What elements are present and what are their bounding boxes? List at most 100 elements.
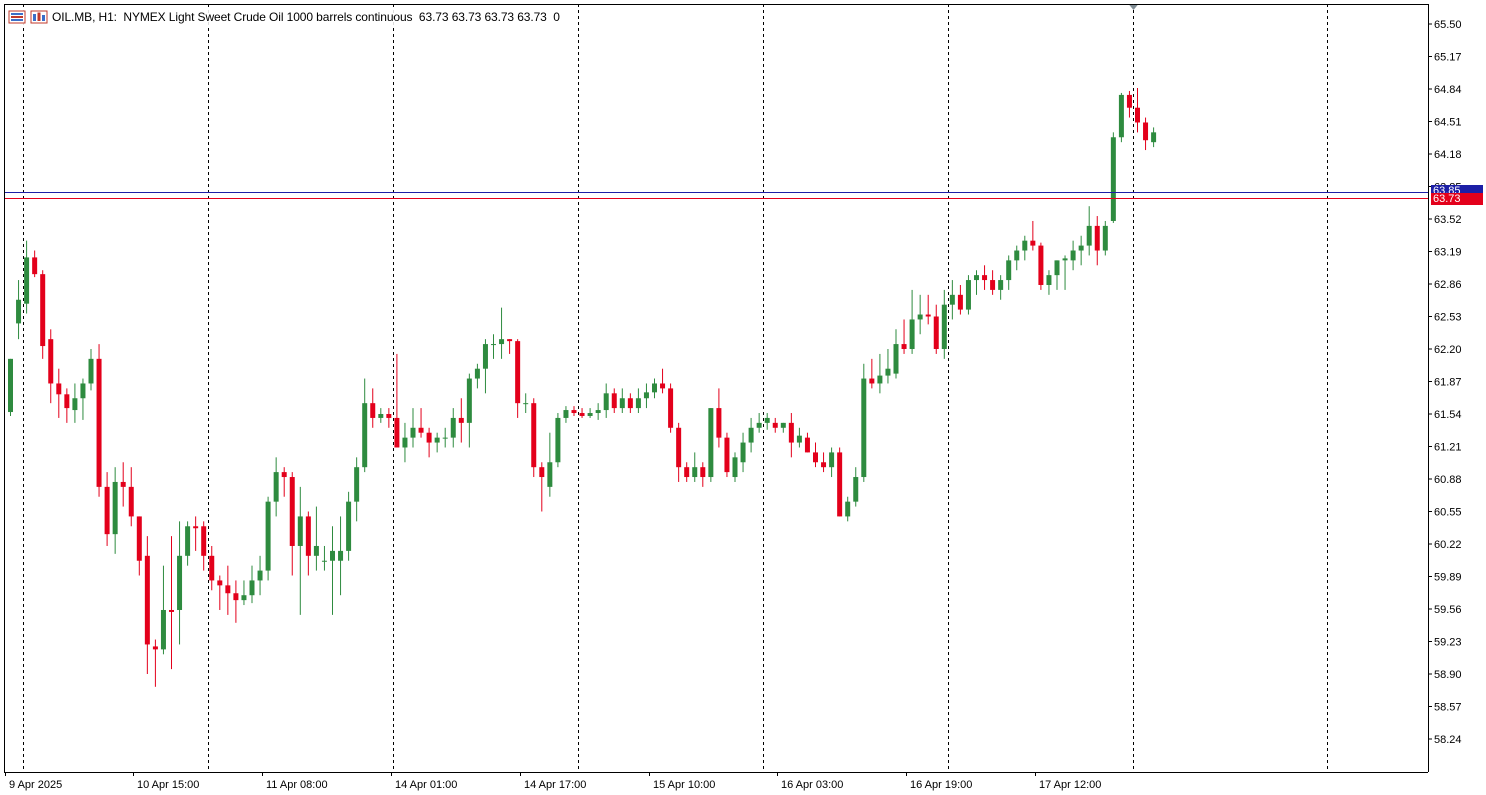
candle-body-bull [313, 545, 319, 556]
candle-body-bear [933, 316, 939, 349]
candle-body-bear [1143, 122, 1149, 141]
candle-body-bull [257, 570, 263, 581]
ohlc-close: 63.73 [517, 10, 547, 24]
price-tick-label: 60.88 [1434, 474, 1462, 486]
candle-body-bull [491, 344, 496, 346]
candle-body-bear [289, 477, 295, 546]
candle-body-bear [56, 383, 62, 395]
candle-body-bull [845, 501, 851, 517]
candle-body-bull [88, 358, 94, 384]
candle-body-bull [297, 516, 303, 546]
candle-body-bull [362, 403, 368, 468]
candle-body-bull [499, 339, 505, 345]
candle-body-bull [619, 398, 625, 409]
price-tick-label: 62.53 [1434, 312, 1462, 324]
candle-body-bear [668, 388, 674, 428]
candle-body-bear [225, 585, 231, 594]
candle-body-bear [305, 516, 311, 556]
candle-body-bull [885, 368, 891, 376]
price-tick-label: 64.18 [1434, 149, 1462, 161]
candles [8, 88, 1157, 687]
candle-body-bull [1078, 245, 1084, 251]
price-tick-label: 65.50 [1434, 19, 1462, 31]
candle-body-bull [466, 378, 472, 423]
candle-body-bear [539, 467, 545, 478]
candle-body-bull [1054, 260, 1060, 276]
price-tick-label: 63.19 [1434, 247, 1462, 259]
candle-body-bear [571, 410, 577, 414]
candle-body-bull [273, 472, 279, 502]
one-click-trading-icon[interactable] [30, 10, 48, 24]
candle-body-bear [96, 358, 102, 487]
candle-body-bear [386, 414, 392, 418]
candle-body-bull [635, 398, 641, 409]
candle-body-bull [941, 304, 947, 349]
candle-body-bear [418, 427, 424, 433]
candle-body-bull [643, 392, 649, 399]
ohlc-high: 63.73 [451, 10, 482, 24]
candle-body-bear [394, 417, 400, 448]
candle-body-bear [788, 422, 794, 443]
candle-body-bear [426, 432, 432, 443]
candle-body-bear [716, 408, 722, 438]
candle-body-bear [201, 526, 207, 556]
candle-body-bull [241, 595, 247, 601]
candle-body-bull [563, 410, 569, 418]
candle-body-bull [547, 462, 553, 487]
candle-body-bear [48, 339, 54, 384]
candle-body-bear [32, 257, 38, 275]
time-tick-label: 17 Apr 12:00 [1039, 779, 1101, 791]
candle-body-bull [1022, 240, 1028, 251]
bid-price-badge: 63.73 [1431, 192, 1483, 205]
candle-body-bull [523, 403, 529, 405]
candle-body-bear [144, 555, 150, 645]
candle-body-bull [1006, 260, 1012, 281]
candle-body-bear [700, 467, 706, 478]
time-tick-label: 14 Apr 01:00 [395, 779, 457, 791]
time-axis[interactable]: 9 Apr 2025 10 Apr 15:00 11 Apr 08:00 14 Apr… [5, 772, 1102, 791]
candle-body-bear [869, 378, 875, 384]
candle-body-bull [434, 437, 440, 443]
chart-title: OIL.MB, H1: NYMEX Light Sweet Crude Oil … [52, 10, 560, 24]
time-tick-label: 11 Apr 08:00 [266, 779, 328, 791]
candle-body-bear [1135, 107, 1140, 123]
candle-body-bull [8, 358, 13, 413]
candle-body-bull [1151, 132, 1157, 143]
price-axis[interactable]: 65.5065.1764.8464.5164.1863.8563.5263.19… [1428, 19, 1462, 746]
candle-body-bull [1118, 94, 1124, 138]
candle-body-bull [965, 280, 971, 310]
candle-body-bear [660, 383, 666, 389]
candle-body-bull [1046, 275, 1052, 285]
candle-body-bear [169, 609, 174, 612]
time-tick-label: 16 Apr 03:00 [781, 779, 843, 791]
candle-body-bull [482, 344, 488, 369]
candle-body-bull [354, 467, 360, 502]
candle-body-bull [740, 442, 746, 463]
candle-body-bear [1030, 240, 1036, 246]
candle-body-bear [837, 452, 843, 517]
chart-list-icon[interactable] [8, 10, 26, 24]
candle-body-bull [24, 257, 30, 304]
session-separators [23, 4, 1328, 772]
price-tick-label: 58.90 [1434, 669, 1462, 681]
candle-body-bull [72, 398, 78, 411]
candle-body-bull [877, 375, 883, 384]
candle-body-bull [185, 526, 191, 556]
candle-body-bull [1086, 225, 1092, 246]
candle-body-bear [136, 516, 142, 561]
candle-body-bear [531, 403, 537, 468]
ohlc-low: 63.73 [484, 10, 514, 24]
candle-body-bear [579, 413, 585, 416]
candle-body-bull [410, 427, 416, 438]
candle-body-bull [587, 413, 593, 416]
candle-body-bull [974, 275, 979, 281]
candle-body-bear [925, 314, 931, 317]
current-bar-marker [1128, 4, 1139, 10]
candle-body-bear [813, 452, 818, 463]
candle-body-bull [1014, 250, 1020, 261]
price-tick-label: 60.22 [1434, 539, 1462, 551]
candle-body-bear [64, 394, 70, 409]
candle-body-bear [804, 437, 810, 453]
